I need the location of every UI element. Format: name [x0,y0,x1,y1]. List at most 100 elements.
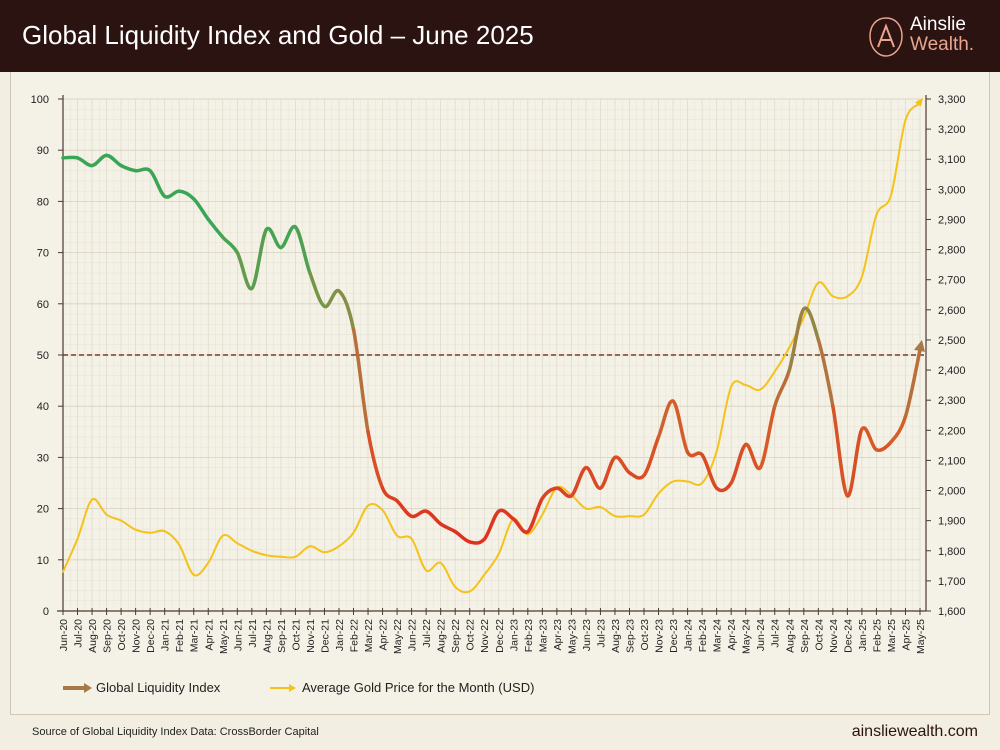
gli-line-segment [802,306,821,342]
x-tick-label: May-25 [915,619,927,654]
left-tick-label: 50 [37,350,49,362]
x-tick-label: Aug-22 [436,619,448,653]
legend-gli-label: Global Liquidity Index [96,680,221,695]
right-tick-label: 3,000 [938,184,966,196]
x-tick-label: Oct-21 [290,619,302,651]
x-tick-label: Jun-23 [581,619,593,651]
x-tick-label: Apr-23 [552,619,564,651]
website-link[interactable]: ainsliewealth.com [851,723,978,740]
x-tick-label: Jul-20 [73,619,85,648]
gli-line-segment [772,368,792,408]
x-tick-label: Apr-22 [378,619,390,651]
gold-price-line-segment [410,537,428,572]
gold-price-line-segment [323,545,340,554]
left-tick-label: 20 [37,504,49,516]
x-tick-label: Oct-24 [813,619,825,651]
x-tick-label: Aug-20 [87,619,99,653]
x-tick-label: May-24 [741,619,753,654]
x-tick-label: Nov-24 [828,619,840,653]
right-tick-label: 3,300 [938,94,966,106]
gold-price-line-segment [686,480,704,486]
right-tick-label: 1,900 [938,516,966,528]
x-tick-label: Sep-23 [624,619,636,653]
gli-line-segment [874,440,893,452]
gold-arrow-icon [915,97,923,107]
x-tick-label: Jun-22 [407,619,419,651]
x-tick-label: Nov-22 [479,619,491,653]
gold-price-line-segment [889,119,907,197]
gold-price-line-segment [875,194,892,216]
gold-price-line-segment [425,561,442,573]
gold-price-line-segment [279,555,297,559]
gold-price-line-segment [294,545,311,558]
gold-price-line-segment [454,585,471,594]
gold-price-line-segment [236,542,253,552]
left-tick-label: 0 [43,606,49,618]
x-tick-label: Oct-23 [639,619,651,651]
gli-line-segment [133,167,152,173]
gold-price-line-segment [628,513,646,518]
gold-price-line-segment [802,281,820,319]
gold-price-line-segment [134,528,152,534]
x-tick-label: Jan-23 [508,619,520,651]
gold-price-line-segment [468,573,486,593]
gli-line-segment [787,307,806,373]
left-tick-label: 90 [37,145,49,157]
gold-price-line-segment [831,295,849,300]
gold-price-line-segment [105,513,123,522]
gold-price-line-segment [643,492,660,516]
x-tick-label: May-23 [566,619,578,654]
legend-gli-arrow-icon [84,683,92,693]
gli-line-segment [816,337,835,408]
gli-line-segment [351,327,370,434]
x-tick-label: Feb-22 [349,619,361,652]
gli-line-segment [729,442,748,485]
x-tick-label: Jun-24 [755,619,767,651]
left-tick-label: 100 [31,94,49,106]
right-tick-label: 2,100 [938,455,966,467]
x-tick-label: Jul-22 [421,619,433,648]
chart-panel [10,72,990,715]
x-tick-label: Dec-24 [842,619,854,653]
x-tick-label: Apr-25 [900,619,912,651]
gli-line-segment [148,168,167,199]
left-tick-label: 70 [37,248,49,260]
gold-price-line-segment [265,554,282,558]
right-tick-label: 1,800 [938,546,966,558]
right-tick-label: 2,700 [938,275,966,287]
x-tick-label: Jun-21 [232,619,244,651]
left-tick-label: 40 [37,401,49,413]
x-tick-label: Nov-20 [131,619,143,653]
gli-line-segment [409,509,428,519]
right-tick-label: 2,200 [938,425,966,437]
gli-line-segment [482,509,501,542]
left-tick-label: 80 [37,196,49,208]
x-tick-label: Jul-23 [595,619,607,648]
x-tick-label: Jan-24 [683,619,695,651]
gold-price-line-segment [221,533,239,545]
x-tick-label: Mar-25 [886,619,898,652]
logo-text: Ainslie [910,14,966,35]
x-tick-label: Mar-21 [189,619,201,652]
gold-price-line-segment [250,549,268,557]
x-tick-label: Feb-25 [871,619,883,652]
x-tick-label: Feb-21 [174,619,186,652]
x-tick-label: Mar-22 [363,619,375,652]
gold-price-line-segment [744,384,762,392]
x-tick-label: Dec-23 [668,619,680,653]
gli-line-segment [61,155,80,160]
x-tick-label: Jul-21 [247,619,259,648]
gold-price-line-segment [367,503,384,512]
gli-line-segment [221,235,240,255]
gold-price-line-segment [76,498,94,540]
gold-price-line-segment [613,515,631,518]
x-tick-label: Apr-24 [726,619,738,651]
left-tick-label: 30 [37,452,49,464]
gold-price-line-segment [396,534,413,540]
gli-line-segment [206,217,225,239]
right-tick-label: 2,000 [938,486,966,498]
x-tick-label: Aug-23 [610,619,622,653]
right-tick-label: 2,400 [938,365,966,377]
gli-line-segment [671,399,690,455]
